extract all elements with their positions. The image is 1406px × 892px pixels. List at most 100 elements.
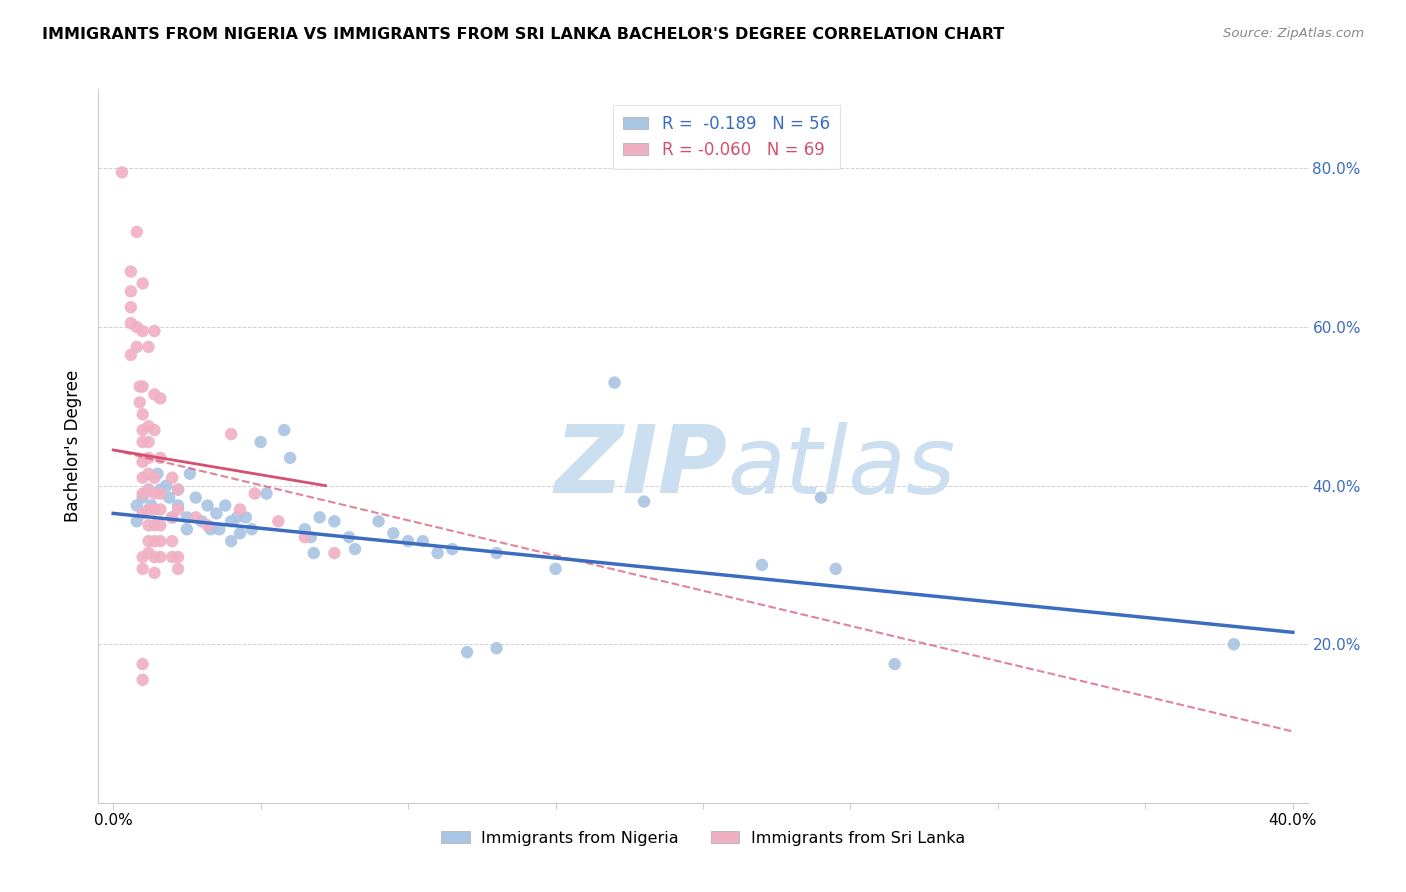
Point (131, 277, 153, 291)
Point (544, 562, 567, 576)
Point (603, 376, 626, 390)
Legend: Immigrants from Nigeria, Immigrants from Sri Lanka: Immigrants from Nigeria, Immigrants from… (434, 824, 972, 852)
Point (131, 407, 153, 421)
Point (120, 285, 142, 299)
Point (456, 645, 478, 659)
Point (138, 340, 160, 354)
Point (149, 549, 172, 564)
Point (160, 510, 183, 524)
Point (155, 478, 177, 492)
Point (323, 514, 346, 528)
Point (143, 486, 166, 500)
Point (120, 300, 142, 314)
Point (208, 522, 231, 536)
Point (131, 324, 153, 338)
Point (412, 534, 434, 549)
Point (138, 419, 160, 434)
Point (278, 450, 301, 465)
Point (143, 471, 166, 485)
Point (205, 507, 228, 521)
Point (143, 549, 166, 564)
Point (131, 673, 153, 687)
Point (485, 546, 508, 560)
Point (131, 455, 153, 469)
Point (125, 514, 148, 528)
Point (143, 387, 166, 401)
Point (184, 510, 207, 524)
Point (249, 435, 271, 450)
Point (226, 510, 249, 524)
Point (382, 526, 405, 541)
Point (229, 526, 252, 541)
Point (120, 316, 142, 330)
Point (160, 549, 183, 564)
Point (426, 546, 449, 560)
Point (751, 558, 773, 572)
Point (143, 502, 166, 516)
Point (219, 514, 242, 528)
Point (138, 546, 160, 560)
Point (120, 348, 142, 362)
Point (143, 534, 166, 549)
Point (256, 486, 278, 500)
Point (143, 324, 166, 338)
Point (111, 165, 134, 179)
Point (167, 483, 190, 497)
Point (138, 435, 160, 450)
Text: IMMIGRANTS FROM NIGERIA VS IMMIGRANTS FROM SRI LANKA BACHELOR'S DEGREE CORRELATI: IMMIGRANTS FROM NIGERIA VS IMMIGRANTS FR… (42, 27, 1004, 42)
Point (131, 562, 153, 576)
Point (167, 499, 190, 513)
Text: atlas: atlas (727, 422, 956, 513)
Point (273, 423, 295, 437)
Point (131, 491, 153, 505)
Point (184, 491, 207, 505)
Point (138, 502, 160, 516)
Point (197, 518, 219, 533)
Point (138, 483, 160, 497)
Point (883, 657, 905, 671)
Point (131, 549, 153, 564)
Point (323, 546, 346, 560)
Point (143, 518, 166, 533)
Point (149, 392, 172, 406)
Point (125, 499, 148, 513)
Point (367, 514, 389, 528)
Point (138, 534, 160, 549)
Point (138, 450, 160, 465)
Point (267, 514, 290, 528)
Point (160, 471, 183, 485)
Point (157, 491, 180, 505)
Point (633, 494, 655, 508)
Point (131, 471, 153, 485)
Point (240, 522, 263, 536)
Point (337, 530, 360, 544)
Point (149, 450, 172, 465)
Point (167, 483, 190, 497)
Point (149, 486, 172, 500)
Point (138, 483, 160, 497)
Point (167, 549, 190, 564)
Point (214, 499, 236, 513)
Point (1223, 637, 1246, 651)
Point (149, 534, 172, 549)
Point (149, 518, 172, 533)
Point (176, 510, 198, 524)
Point (120, 264, 142, 278)
Point (235, 510, 257, 524)
Point (125, 225, 148, 239)
Point (396, 534, 419, 549)
Point (219, 534, 242, 549)
Point (200, 522, 222, 536)
Point (299, 530, 322, 544)
Point (141, 499, 163, 513)
Point (138, 518, 160, 533)
Point (294, 530, 316, 544)
Point (125, 340, 148, 354)
Point (143, 566, 166, 580)
Text: ZIP: ZIP (554, 421, 727, 514)
Point (197, 499, 219, 513)
Point (128, 379, 150, 393)
Point (131, 435, 153, 450)
Point (131, 657, 153, 671)
Point (143, 423, 166, 437)
